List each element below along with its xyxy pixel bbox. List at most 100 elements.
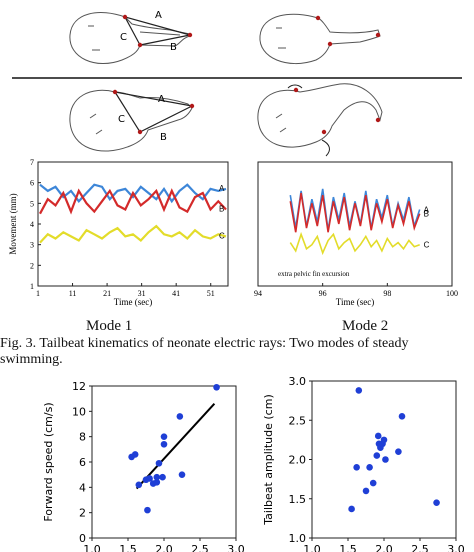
data-point — [353, 464, 360, 471]
series-line-a — [289, 188, 421, 231]
y-tick-label: 2.5 — [289, 414, 307, 427]
x-tick-label: 1 — [36, 289, 40, 298]
data-point — [153, 473, 161, 481]
data-point — [395, 448, 402, 455]
x-tick-label: 2.5 — [411, 543, 429, 552]
data-point — [373, 452, 381, 459]
label-a-mid: A — [158, 94, 165, 105]
y-tick-label: 1 — [30, 282, 34, 291]
x-tick-label: 3.0 — [227, 543, 245, 552]
y-axis-label: Movement (mm) — [8, 193, 18, 254]
x-tick-label: 11 — [69, 289, 77, 298]
ray-diagram-mid-left — [69, 89, 193, 152]
y-tick-label: 1.0 — [289, 532, 307, 545]
series-line-c — [289, 231, 420, 256]
x-tick-label: 98 — [383, 289, 391, 298]
data-point — [398, 413, 406, 420]
y-tick-label: 8 — [79, 431, 86, 444]
data-point — [131, 451, 139, 458]
data-point — [355, 387, 363, 394]
plot-frame — [257, 161, 453, 287]
y-tick-label: 5 — [30, 199, 34, 208]
data-point — [213, 383, 220, 391]
series-label-b: B — [424, 210, 429, 219]
series-label-a: A — [219, 184, 225, 193]
label-b-mid: B — [160, 132, 167, 143]
series-label-a: A — [424, 206, 430, 215]
data-point — [369, 479, 377, 487]
label-a: A — [155, 10, 162, 21]
series-label-b: B — [219, 205, 224, 214]
x-tick-label: 3.0 — [447, 543, 465, 552]
speed-scatter-chart: 1.01.52.02.53.0024681012Tailbeat frequen… — [42, 380, 245, 552]
label-c-mid: C — [118, 114, 125, 125]
data-point — [178, 471, 186, 478]
data-point — [144, 506, 151, 514]
y-axis-label: Tailbeat amplitude (cm) — [262, 394, 275, 525]
data-point — [160, 433, 168, 440]
label-c: C — [120, 32, 127, 43]
y-tick-label: 2 — [79, 507, 86, 520]
series-line-a — [39, 183, 227, 204]
data-point — [146, 475, 153, 482]
plot-frame — [37, 161, 229, 287]
x-tick-label: 2.0 — [155, 543, 173, 552]
figure-caption: Fig. 3. Tailbeat kinematics of neonate e… — [0, 336, 409, 367]
label-b: B — [170, 42, 177, 53]
data-point — [159, 473, 166, 481]
y-tick-label: 2.0 — [289, 454, 307, 467]
data-point — [374, 432, 382, 440]
y-tick-label: 4 — [30, 220, 34, 229]
y-tick-label: 10 — [72, 405, 86, 418]
data-point — [366, 464, 373, 471]
mode2-trace-chart: 94 96 98 100 Time (sec) extra pelvic fin excu… — [254, 161, 458, 307]
x-tick-label: 2.0 — [375, 543, 393, 552]
y-tick-label: 7 — [30, 158, 34, 167]
data-point — [433, 499, 440, 506]
x-tick-label: 41 — [172, 289, 180, 298]
y-tick-label: 6 — [30, 179, 34, 188]
y-tick-label: 2 — [30, 261, 34, 270]
y-tick-label: 0 — [79, 532, 86, 545]
y-tick-label: 3.0 — [289, 375, 307, 388]
series-line-b — [289, 192, 421, 233]
x-tick-label: 51 — [207, 289, 215, 298]
data-point — [382, 456, 389, 463]
data-point — [348, 505, 355, 513]
x-tick-label: 100 — [446, 289, 458, 298]
y-tick-label: 12 — [72, 380, 86, 393]
y-tick-label: 6 — [79, 456, 86, 469]
series-line-c — [39, 224, 227, 244]
data-point — [135, 481, 143, 489]
series-label-c: C — [424, 241, 430, 250]
x-tick-label: 31 — [138, 289, 146, 298]
mode2-label: Mode 2 — [342, 318, 389, 334]
series-line-b — [39, 188, 227, 215]
x-tick-label: 1.5 — [119, 543, 137, 552]
data-point — [160, 440, 168, 448]
data-point — [153, 478, 161, 486]
ray-diagram-mid-left-marks: A B C — [112, 89, 195, 143]
x-tick-label: 96 — [319, 289, 327, 298]
y-tick-label: 1.5 — [289, 493, 307, 506]
fit-line — [135, 403, 216, 490]
mode1-label: Mode 1 — [86, 318, 133, 334]
annotation-text: extra pelvic fin excursion — [278, 270, 350, 278]
plot-frame — [91, 385, 237, 539]
series-label-c: C — [219, 231, 225, 240]
ray-diagram-top-right — [259, 13, 381, 64]
y-axis-label: Forward speed (cm/s) — [42, 402, 55, 521]
data-point — [155, 459, 163, 467]
data-point — [176, 413, 184, 420]
x-tick-label: 1.0 — [83, 543, 101, 552]
y-tick-label: 4 — [79, 481, 86, 494]
x-tick-label: 21 — [103, 289, 111, 298]
x-tick-label: 1.5 — [339, 543, 357, 552]
x-tick-label: 2.5 — [191, 543, 209, 552]
data-point — [380, 436, 388, 444]
y-tick-label: 3 — [30, 241, 34, 250]
ray-diagram-top-left — [69, 12, 191, 64]
